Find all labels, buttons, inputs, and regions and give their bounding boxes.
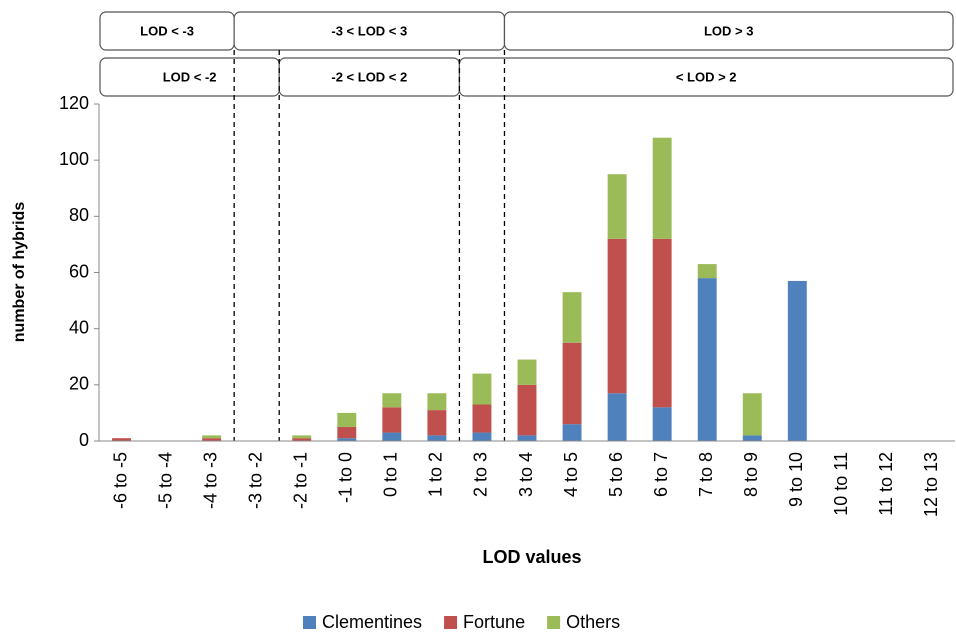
bar-segment	[652, 407, 672, 441]
x-tick-label: 2 to 3	[471, 452, 491, 497]
annotation-label: LOD < -2	[163, 69, 217, 84]
bar-segment	[427, 410, 447, 436]
bar-segment	[112, 438, 131, 441]
bar-segment	[202, 438, 222, 441]
bar-segment	[517, 435, 537, 441]
y-tick-label: 100	[59, 149, 89, 169]
x-tick-label: 3 to 4	[516, 452, 536, 497]
bar-segment	[697, 278, 717, 441]
legend-swatch	[303, 616, 316, 629]
bar-segment	[607, 238, 627, 394]
bar-segment	[652, 238, 672, 408]
bar-segment	[742, 393, 762, 436]
x-tick-label: 8 to 9	[741, 452, 761, 497]
bar-segment	[562, 342, 582, 425]
annotation-label: LOD > 3	[704, 23, 754, 38]
x-tick-label: 11 to 12	[876, 452, 896, 516]
x-tick-label: -3 to -2	[245, 452, 265, 509]
annotation-box: -2 < LOD < 2	[278, 57, 461, 97]
x-tick-label: -5 to -4	[155, 452, 175, 509]
y-tick-label: 20	[69, 374, 89, 394]
x-tick-label: 5 to 6	[606, 452, 626, 497]
annotation-label: -3 < LOD < 3	[331, 23, 407, 38]
y-tick-label: 80	[69, 205, 89, 225]
x-axis-title: LOD values	[482, 547, 581, 567]
x-tick-label: 7 to 8	[696, 452, 716, 497]
y-tick-label: 60	[69, 261, 89, 281]
bar-segment	[517, 359, 537, 385]
bar-segment	[427, 393, 447, 411]
x-tick-label: 6 to 7	[651, 452, 671, 497]
x-tick-label: 12 to 13	[921, 452, 941, 517]
legend-swatch	[444, 616, 458, 629]
y-tick-label: 0	[79, 430, 89, 450]
x-tick-label: 10 to 11	[831, 452, 851, 516]
x-tick-label: -1 to 0	[336, 452, 356, 503]
bar-segment	[562, 424, 582, 441]
bar-segment	[562, 292, 582, 343]
x-tick-label: 9 to 10	[786, 452, 806, 507]
annotation-box: -3 < LOD < 3	[233, 11, 506, 51]
legend-label: Fortune	[463, 612, 525, 632]
bar-segment	[337, 438, 357, 441]
bar-segment	[292, 438, 312, 441]
x-tick-label: 1 to 2	[426, 452, 446, 497]
x-tick-label: -4 to -3	[200, 452, 220, 509]
bar-segment	[652, 137, 672, 239]
annotation-label: LOD < -3	[140, 23, 194, 38]
x-tick-label: 4 to 5	[561, 452, 581, 497]
bar-segment	[697, 264, 717, 279]
x-tick-label: -6 to -5	[110, 452, 130, 509]
legend-label: Others	[566, 612, 620, 632]
bar-segment	[382, 393, 402, 408]
bar-segment	[337, 426, 357, 439]
x-tick-label: 0 to 1	[381, 452, 401, 497]
annotation-box: LOD < -2	[99, 57, 280, 97]
bar-segment	[607, 393, 627, 441]
annotation-box: LOD < -3	[99, 11, 235, 51]
annotation-box: < LOD > 2	[458, 57, 954, 97]
bar-segment	[337, 412, 357, 427]
legend-label: Clementines	[322, 612, 422, 632]
annotation-box: LOD > 3	[503, 11, 954, 51]
bar-segment	[202, 435, 222, 439]
bar-segment	[292, 435, 312, 439]
bar-segment	[472, 404, 492, 433]
bar-segment	[517, 384, 537, 436]
y-tick-label: 120	[59, 93, 89, 113]
bar-segment	[427, 435, 447, 441]
bar-segment	[472, 373, 492, 405]
bar-segment	[742, 435, 762, 441]
annotation-frame	[503, 11, 954, 51]
y-tick-label: 40	[69, 317, 89, 337]
bar-segment	[472, 432, 492, 441]
y-axis-title: number of hybrids	[11, 202, 28, 343]
x-tick-label: -2 to -1	[290, 452, 310, 509]
annotation-label: < LOD > 2	[676, 69, 737, 84]
bar-segment	[382, 432, 402, 441]
legend-swatch	[547, 616, 561, 629]
annotation-label: -2 < LOD < 2	[331, 69, 407, 84]
bar-segment	[382, 407, 402, 433]
bar-segment	[607, 174, 627, 239]
bar-segment	[787, 280, 807, 441]
